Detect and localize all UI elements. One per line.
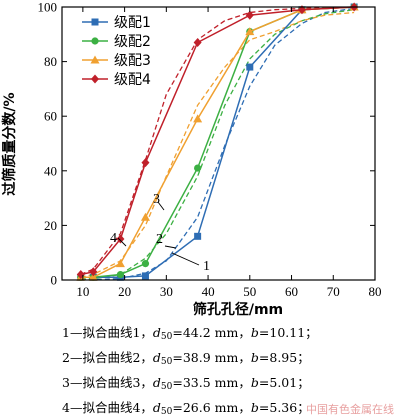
fit-curve-1 bbox=[80, 7, 355, 281]
fit-caption-2: 2—拟合曲线2，d50=38.9 mm，b=8.95； bbox=[62, 350, 310, 367]
curve-label-4: 4 bbox=[110, 231, 117, 246]
x-tick-label: 70 bbox=[327, 284, 340, 299]
fit-caption-4: 4—拟合曲线4，d50=26.6 mm，b=5.36； bbox=[62, 400, 310, 417]
data-point-series-1 bbox=[246, 63, 254, 71]
x-tick-label: 80 bbox=[369, 284, 382, 299]
data-point-series-4 bbox=[245, 10, 254, 20]
legend-marker-2 bbox=[91, 37, 99, 45]
data-point-series-2 bbox=[194, 164, 202, 172]
data-point-series-4 bbox=[141, 158, 150, 168]
data-point-series-3 bbox=[115, 259, 125, 268]
data-point-series-4 bbox=[193, 37, 202, 47]
fit-curve-4 bbox=[80, 6, 355, 276]
series-line-4 bbox=[80, 6, 355, 276]
x-tick-label: 20 bbox=[118, 284, 131, 299]
x-tick-label: 10 bbox=[76, 284, 89, 299]
y-tick-label: 100 bbox=[38, 0, 58, 15]
y-axis-title: 过筛质量分数/% bbox=[1, 92, 18, 195]
legend-marker-1 bbox=[91, 18, 99, 26]
plot-frame bbox=[61, 6, 376, 281]
legend-label-1: 级配1 bbox=[114, 15, 151, 31]
data-point-series-3 bbox=[245, 27, 255, 36]
fit-caption-3: 3—拟合曲线3，d50=33.5 mm，b=5.01； bbox=[62, 375, 310, 392]
fit-caption-1: 1—拟合曲线1，d50=44.2 mm，b=10.11； bbox=[62, 325, 318, 342]
y-tick-label: 40 bbox=[44, 163, 57, 178]
curve-label-3: 3 bbox=[153, 192, 160, 207]
legend-label-4: 级配4 bbox=[114, 72, 151, 88]
watermark: 中国有色金属在线 bbox=[306, 403, 394, 416]
legend-label-3: 级配3 bbox=[114, 53, 151, 69]
data-point-series-2 bbox=[141, 260, 150, 268]
data-point-series-3 bbox=[193, 114, 203, 123]
legend-marker-3 bbox=[90, 55, 100, 64]
y-tick-label: 60 bbox=[44, 109, 57, 124]
curve-label-2: 2 bbox=[156, 232, 163, 247]
series-line-3 bbox=[80, 6, 355, 279]
data-point-series-4 bbox=[89, 267, 98, 277]
data-point-series-3 bbox=[88, 272, 98, 281]
data-point-series-1 bbox=[194, 232, 202, 240]
x-tick-label: 30 bbox=[160, 284, 173, 299]
leader-line-3 bbox=[157, 201, 165, 211]
y-tick-label: 20 bbox=[44, 218, 57, 233]
x-tick-label: 40 bbox=[202, 284, 215, 299]
x-tick-label: 50 bbox=[243, 284, 256, 299]
data-series bbox=[76, 2, 359, 281]
curve-label-1: 1 bbox=[203, 259, 210, 274]
data-point-series-3 bbox=[140, 212, 150, 221]
fit-curve-3 bbox=[80, 11, 355, 278]
leader-line-2 bbox=[164, 245, 177, 249]
data-point-series-2 bbox=[116, 270, 125, 279]
x-tick-label: 60 bbox=[285, 284, 298, 299]
legend-label-2: 级配2 bbox=[114, 34, 151, 50]
legend: 级配1 级配2 级配3 级配4 bbox=[82, 15, 151, 88]
data-point-series-4 bbox=[116, 234, 125, 244]
curve-annotations: 1 2 3 4 bbox=[110, 192, 210, 274]
y-tick-label: 0 bbox=[51, 273, 58, 288]
axes: 10 20 30 40 50 60 70 80 0 20 40 60 80 100 bbox=[38, 0, 382, 299]
legend-marker-4 bbox=[91, 74, 99, 84]
leader-line-1 bbox=[171, 252, 200, 266]
x-axis-title: 筛孔孔径/mm bbox=[193, 301, 283, 318]
data-point-series-1 bbox=[141, 272, 149, 280]
leader-line-4 bbox=[117, 237, 127, 247]
y-tick-label: 80 bbox=[44, 54, 57, 69]
